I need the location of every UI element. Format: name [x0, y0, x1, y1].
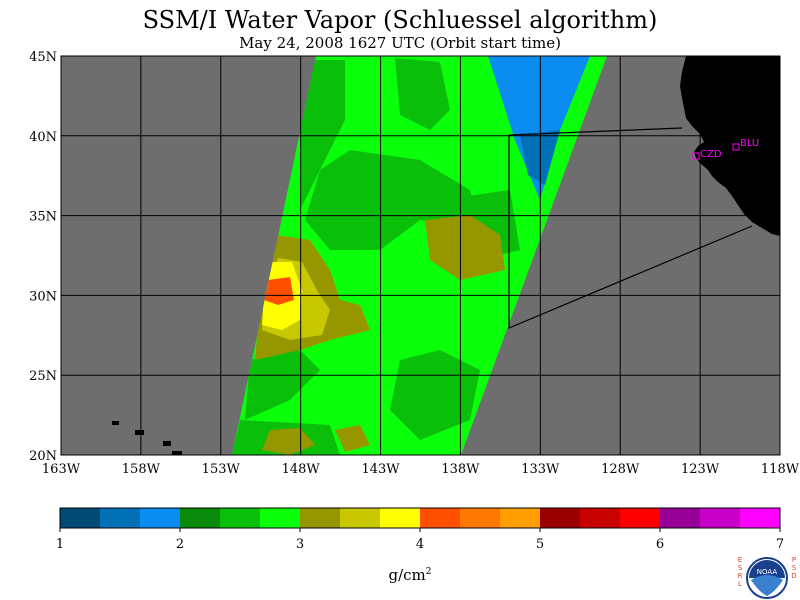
- field-region: [305, 150, 480, 250]
- map-title: SSM/I Water Vapor (Schluessel algorithm): [142, 6, 658, 34]
- noaa-emblem: NOAA: [746, 557, 788, 599]
- lon-tick-label: 123W: [681, 462, 720, 477]
- colorbar-swatch: [420, 508, 461, 528]
- field-region: [262, 428, 315, 455]
- colorbar-swatch: [460, 508, 501, 528]
- colorbar-swatch: [660, 508, 701, 528]
- lat-tick-label: 25N: [29, 369, 57, 384]
- colorbar-swatch: [140, 508, 181, 528]
- stations: CZD BLU: [692, 138, 759, 160]
- colorbar-swatch: [220, 508, 261, 528]
- field-region: [390, 350, 480, 440]
- map-frame: [60, 55, 781, 456]
- lat-tick-label: 45N: [29, 50, 57, 65]
- boundary-lines: [508, 127, 753, 329]
- colorbar-tick-label: 3: [296, 537, 304, 552]
- colorbar-tick-labels: 1 2 3 4 5 6 7: [56, 528, 784, 552]
- colorbar-swatch: [620, 508, 661, 528]
- colorbar-tick-label: 4: [416, 537, 424, 552]
- colorbar-tick-label: 6: [656, 537, 664, 552]
- lon-tick-label: 133W: [521, 462, 560, 477]
- colorbar-swatch: [580, 508, 621, 528]
- colorbar-tick-label: 5: [536, 537, 544, 552]
- field-region: [335, 425, 370, 452]
- island: [172, 451, 182, 455]
- field-region: [425, 215, 505, 280]
- colorbar-swatch: [100, 508, 141, 528]
- field-region: [245, 350, 320, 420]
- field-region: [300, 60, 345, 210]
- boundary-line: [508, 135, 753, 329]
- lat-tick-label: 30N: [29, 289, 57, 304]
- colorbar-swatch: [380, 508, 421, 528]
- lon-tick-label: 153W: [202, 462, 241, 477]
- lon-tick-label: 128W: [601, 462, 640, 477]
- field-region: [264, 277, 294, 305]
- lat-tick-label: 35N: [29, 210, 57, 225]
- latitude-tick-labels: 45N 40N 35N 30N 25N 20N: [29, 50, 57, 464]
- longitude-tick-labels: 163W 158W 153W 148W 143W 138W 133W 128W 123W 118W: [42, 462, 800, 477]
- station-marker-blu: [732, 143, 740, 151]
- lon-tick-label: 118W: [761, 462, 800, 477]
- lon-tick-label: 148W: [282, 462, 321, 477]
- island: [112, 421, 119, 425]
- lon-tick-label: 158W: [122, 462, 161, 477]
- boundary-line: [508, 127, 683, 136]
- station-label-czd: CZD: [700, 149, 722, 160]
- colorbar-swatch: [740, 508, 781, 528]
- colorbar-unit: g/cm2: [388, 566, 432, 584]
- grid-lines: [61, 56, 780, 455]
- colorbar-swatch: [500, 508, 541, 528]
- lat-tick-label: 40N: [29, 130, 57, 145]
- colorbar-tick-label: 7: [776, 537, 784, 552]
- station-label-blu: BLU: [740, 138, 759, 149]
- colorbar: [59, 507, 781, 529]
- field-region: [488, 56, 590, 200]
- colorbar-swatch: [180, 508, 221, 528]
- station-marker-czd: [692, 152, 700, 160]
- map-subtitle: May 24, 2008 1627 UTC (Orbit start time): [239, 34, 561, 52]
- colorbar-swatch: [300, 508, 341, 528]
- colorbar-swatch: [60, 508, 101, 528]
- lat-tick-label: 20N: [29, 449, 57, 464]
- noaa-text: NOAA: [757, 568, 778, 576]
- lon-tick-label: 138W: [441, 462, 480, 477]
- colorbar-swatch: [540, 508, 581, 528]
- colorbar-tick-label: 2: [176, 537, 184, 552]
- coastline-land: [680, 56, 780, 236]
- island: [163, 441, 171, 446]
- colorbar-tick-label: 1: [56, 537, 64, 552]
- field-region: [395, 58, 450, 130]
- colorbar-swatch: [700, 508, 741, 528]
- colorbar-swatch: [260, 508, 301, 528]
- island: [135, 430, 144, 435]
- lon-tick-label: 143W: [361, 462, 400, 477]
- lon-tick-label: 163W: [42, 462, 81, 477]
- colorbar-swatch: [340, 508, 381, 528]
- land-layer: [112, 56, 780, 455]
